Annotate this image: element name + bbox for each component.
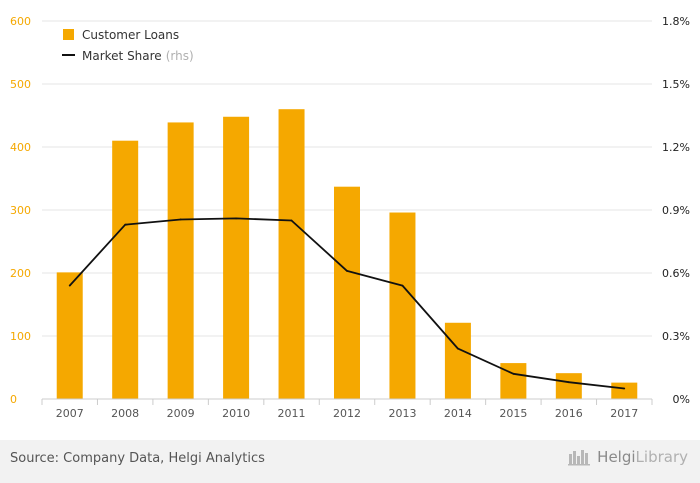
axes: 0 0% 100 0.3% 200 0.6% 300 0.9% 400 1.2% 500 1.5% 60… [10, 15, 690, 420]
y-tick-label-left: 600 [10, 15, 31, 28]
x-tick-label: 2010 [222, 407, 250, 420]
bar-customer-loans [389, 212, 416, 399]
bar-customer-loans [223, 116, 250, 399]
y-tick-label-left: 100 [10, 330, 31, 343]
brand-helgi: Helgi [597, 448, 636, 466]
bar-customer-loans [500, 363, 527, 399]
point-market-share [512, 372, 515, 375]
bar-customer-loans [555, 373, 582, 399]
source-note: Source: Company Data, Helgi Analytics [10, 451, 265, 466]
legend: Customer Loans Market Share (rhs) [62, 28, 194, 63]
y-tick-label-left: 400 [10, 141, 31, 154]
point-market-share [457, 347, 459, 350]
y-tick-label-right: 0.9% [662, 204, 690, 217]
point-market-share [68, 284, 71, 287]
bar-customer-loans [278, 109, 305, 399]
x-tick-label: 2008 [111, 407, 139, 420]
x-tick-label: 2011 [278, 407, 306, 420]
x-tick-label: 2015 [499, 407, 527, 420]
bar-customer-loans [444, 322, 471, 399]
point-market-share [401, 284, 404, 287]
legend-swatch-customer-loans [63, 29, 74, 40]
legend-label-market-share-name: Market Share [82, 49, 162, 63]
bar-customer-loans [334, 186, 360, 399]
bar-series-customer-loans [56, 109, 638, 400]
point-market-share [124, 223, 127, 226]
y-tick-label-left: 500 [10, 78, 31, 91]
bar-customer-loans [56, 272, 83, 399]
y-tick-label-left: 200 [10, 267, 31, 280]
legend-label-market-share: Market Share (rhs) [82, 49, 194, 63]
legend-label-customer-loans: Customer Loans [82, 28, 179, 42]
point-market-share [179, 218, 182, 221]
x-tick-label: 2014 [444, 407, 472, 420]
helgi-library-logo-icon [568, 450, 591, 466]
y-tick-label-left: 300 [10, 204, 31, 217]
x-tick-label: 2013 [388, 407, 416, 420]
footer: Source: Company Data, Helgi Analytics He… [0, 440, 700, 483]
y-tick-label-right: 0.6% [662, 267, 690, 280]
x-tick-label: 2016 [555, 407, 583, 420]
y-tick-label-right: 0.3% [662, 330, 690, 343]
bar-customer-loans [167, 122, 194, 400]
legend-label-market-share-rhs: (rhs) [166, 49, 194, 63]
y-tick-label-right: 1.2% [662, 141, 690, 154]
y-tick-label-right: 1.5% [662, 78, 690, 91]
x-tick-label: 2012 [333, 407, 361, 420]
y-tick-label-right: 1.8% [662, 15, 690, 28]
point-market-share [290, 219, 293, 222]
point-market-share [346, 270, 348, 272]
x-tick-label: 2017 [610, 407, 638, 420]
bar-customer-loans [112, 140, 139, 399]
point-market-share [235, 217, 237, 220]
brand-library: Library [635, 448, 688, 466]
y-tick-label-left: 0 [10, 393, 17, 406]
x-tick-label: 2009 [167, 407, 195, 420]
bar-customer-loans [611, 382, 638, 399]
line-series-market-share [68, 217, 626, 390]
point-market-share [567, 381, 570, 384]
brand-logo: Helgi Library [567, 448, 688, 466]
x-tick-label: 2007 [56, 407, 84, 420]
y-tick-label-right: 0% [673, 393, 690, 406]
point-market-share [623, 387, 626, 390]
